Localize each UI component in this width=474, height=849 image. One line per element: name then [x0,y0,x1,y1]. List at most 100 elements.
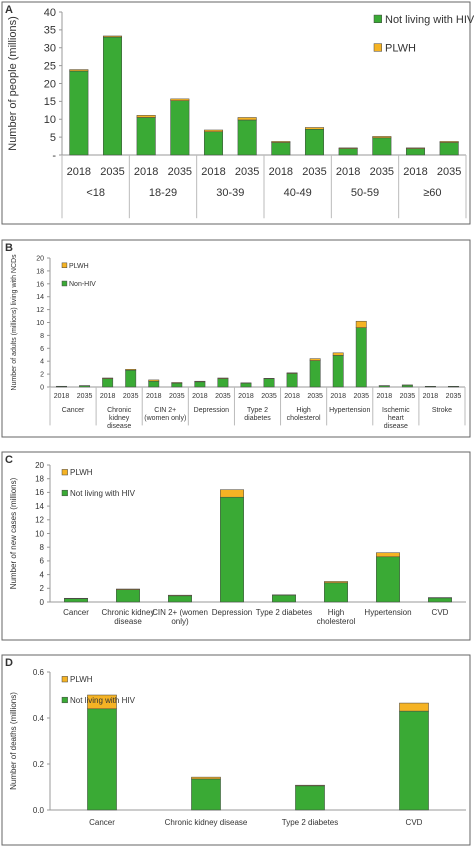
x-tick-label: 2035 [100,166,124,178]
bar-segment [332,355,344,388]
x-tick-label: 2018 [192,393,208,400]
y-tick-label: 0 [40,384,44,391]
x-tick-label: 2035 [168,166,192,178]
legend-swatch [61,696,68,704]
y-axis-label: Number of adults (millions) living with … [11,254,18,391]
bar-segment [355,327,367,388]
x-tick-label: 2035 [169,393,185,400]
bar-segment [102,378,114,388]
x-tick-label: 2018 [423,393,439,400]
bar-segment [220,489,244,498]
bar-segment [69,70,89,156]
y-tick-label: 20 [36,255,44,262]
panel-frame [1,239,471,438]
bar-segment [405,148,426,156]
x-tick-label: Type 2 diabetes [282,818,338,827]
group-label: ≥60 [423,187,441,199]
y-tick-label: 35 [44,25,56,37]
y-tick-label: 0.0 [33,806,45,815]
legend-label: Not living with HIV [70,489,136,498]
bar-segment [439,141,459,143]
panel-frame [1,654,471,846]
y-tick-label: 16 [36,281,44,288]
bar-segment [87,694,117,710]
bar-segment [116,589,140,603]
x-tick-label: 2035 [370,166,394,178]
bar-segment [399,710,429,811]
bar-segment [64,598,88,603]
bar-segment [304,127,325,130]
y-tick-label: 10 [44,114,56,126]
x-tick-label: 2018 [238,393,254,400]
x-tick-label: 2018 [201,166,225,178]
bar-segment [194,381,206,388]
y-tick-label: 0.2 [33,760,45,769]
bar-segment [148,379,160,382]
x-tick-label: Cancer [89,818,115,827]
legend-swatch [61,262,68,269]
y-tick-label: 14 [36,294,44,301]
group-label: Cancer [62,407,85,414]
legend-label: PLWH [69,263,89,270]
y-axis-label: Number of people (millions) [7,16,19,151]
bar-segment [332,352,344,356]
y-tick-label: 0.6 [33,668,45,677]
bar-segment [102,36,123,156]
x-tick-label: 2035 [77,393,93,400]
legend-label: PLWH [70,675,93,684]
x-tick-label: Hypertension [364,608,411,617]
bar-segment [376,552,400,558]
legend-label: Not living with HIV [70,696,136,705]
bar-segment [338,148,358,156]
bar-segment [191,776,221,780]
x-tick-label: 2018 [377,393,393,400]
x-tick-label: 2035 [261,393,277,400]
bar-segment [240,382,252,388]
y-tick-label: 5 [50,132,56,144]
x-tick-label: 2035 [235,166,259,178]
y-tick-label: 40 [44,7,56,19]
bar-segment [87,708,117,811]
legend-label: Not living with HIV [385,14,474,26]
bar-segment [168,595,192,603]
bar-segment [439,142,459,156]
x-tick-label: 2018 [269,166,293,178]
legend-swatch [373,43,382,52]
x-tick-label: 2018 [403,166,427,178]
y-tick-label: 6 [40,346,44,353]
y-tick-label: 0.4 [33,714,45,723]
group-label: Type 2 diabetes [244,407,271,422]
x-tick-label: 2018 [284,393,300,400]
legend-label: Non-HIV [69,281,96,288]
bar-segment [376,556,400,603]
bar-segment [324,581,348,584]
y-tick-label: 2 [40,584,45,593]
y-tick-label: 18 [36,268,44,275]
x-tick-label: 2018 [134,166,158,178]
panel-frame [1,1,471,225]
y-tick-label: 12 [36,307,44,314]
bar-segment [116,588,140,590]
y-tick-label: 8 [40,543,45,552]
legend-swatch [61,676,68,683]
panel-letter: B [5,242,13,254]
legend-swatch [373,14,382,23]
x-tick-label: 2018 [146,393,162,400]
bar-segment [237,117,257,121]
x-tick-label: 2035 [123,393,139,400]
y-tick-label: 8 [40,333,44,340]
bar-segment [372,137,392,156]
y-tick-label: 10 [36,320,44,327]
bar-segment [286,373,298,388]
bar-segment [295,784,325,787]
x-tick-label: 2018 [330,393,346,400]
bar-segment [372,136,392,139]
legend-swatch [61,489,68,497]
legend-label: PLWH [385,42,416,54]
group-label: 18-29 [149,187,177,199]
x-tick-label: 2035 [400,393,416,400]
bar-segment [309,358,321,361]
bar-segment [191,778,221,811]
x-tick-label: Depression [212,608,252,617]
bar-segment [125,369,137,388]
